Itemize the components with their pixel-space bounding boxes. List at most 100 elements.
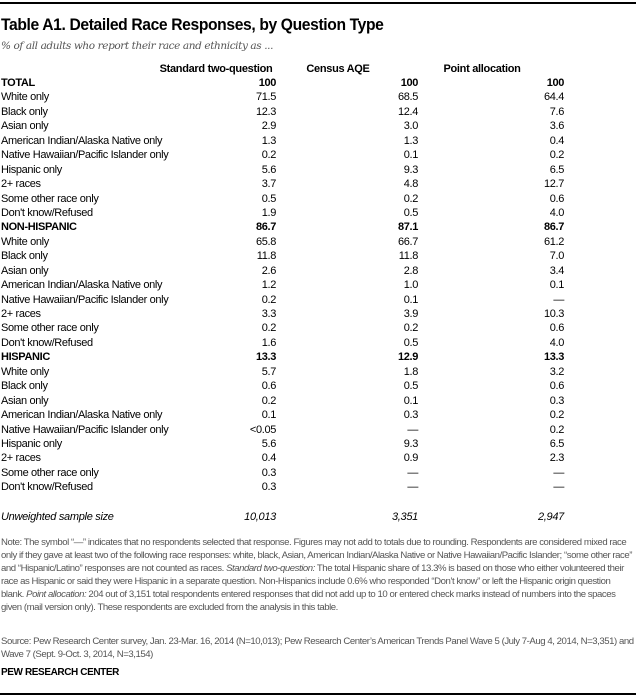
cell-value: 0.1	[261, 409, 277, 422]
cell-value: 4.0	[549, 206, 565, 219]
cell-value: 6.5	[549, 437, 565, 450]
cell-value: 11.8	[398, 250, 419, 263]
cell-value: 1.3	[261, 134, 277, 147]
table-row: Some other race only 0.2 0.2 0.6	[0, 321, 636, 335]
table-title: Table A1. Detailed Race Responses, by Qu…	[1, 15, 384, 34]
cell-value: 86.7	[543, 221, 564, 234]
cell-value: 3.6	[549, 120, 565, 133]
cell-value: 1.6	[261, 336, 277, 349]
table-row: Native Hawaiian/Pacific Islander only 0.2…	[0, 148, 636, 162]
cell-value: 3.9	[403, 308, 419, 320]
cell-value: 4.8	[403, 178, 419, 191]
cell-value: 86.7	[255, 221, 276, 234]
row-label: 2+ races	[1, 308, 41, 320]
cell-value: 2.3	[549, 452, 565, 465]
cell-value: 4.0	[549, 336, 565, 349]
cell-value: 3.7	[261, 178, 277, 191]
cell-value: 0.1	[403, 394, 419, 407]
table-row: Don't know/Refused 0.3 — —	[0, 480, 636, 494]
row-label: HISPANIC	[1, 351, 50, 364]
cell-value: 0.5	[403, 206, 419, 219]
cell-value: —	[407, 481, 418, 494]
cell-value: —	[553, 481, 564, 494]
row-label: Black only	[1, 380, 48, 393]
cell-value: 13.3	[255, 351, 276, 364]
cell-value: 0.6	[549, 380, 565, 393]
cell-value: <0.05	[249, 423, 276, 436]
cell-value: 0.2	[403, 322, 419, 335]
cell-value: 68.5	[397, 91, 418, 104]
organization-name: PEW RESEARCH CENTER	[1, 667, 119, 678]
table-row: Don't know/Refused 1.6 0.5 4.0	[0, 336, 636, 350]
table-row: Hispanic only 5.6 9.3 6.5	[0, 163, 636, 177]
table-row: White only 5.7 1.8 3.2	[0, 365, 636, 379]
cell-value: 10.3	[543, 308, 564, 320]
row-label: Don't know/Refused	[1, 481, 93, 494]
sample-size-value: 2,947	[537, 511, 564, 523]
cell-value: 100	[400, 77, 419, 89]
cell-value: 0.2	[549, 423, 565, 436]
table-row: Some other race only 0.3 — —	[0, 466, 636, 480]
cell-value: 3.3	[261, 308, 277, 320]
cell-value: 7.0	[549, 250, 565, 263]
cell-value: 0.1	[549, 279, 565, 292]
cell-value: —	[407, 423, 418, 436]
table-note: Note: The symbol “—” indicates that no r…	[1, 536, 635, 614]
table-row: Asian only 2.9 3.0 3.6	[0, 119, 636, 133]
row-label: American Indian/Alaska Native only	[1, 134, 163, 147]
row-label: Don't know/Refused	[1, 206, 93, 219]
cell-value: 7.6	[549, 105, 565, 118]
table-row: Black only 11.8 11.8 7.0	[0, 249, 636, 263]
cell-value: 2.6	[261, 264, 277, 277]
row-label: Asian only	[1, 264, 49, 277]
row-label: Native Hawaiian/Pacific Islander only	[1, 423, 169, 436]
cell-value: 12.9	[397, 351, 418, 364]
row-label: TOTAL	[1, 77, 35, 89]
cell-value: 100	[258, 77, 277, 89]
cell-value: 1.0	[403, 279, 419, 292]
column-header-census-aqe: Census AQE	[306, 63, 370, 75]
cell-value: 3.4	[549, 264, 565, 277]
cell-value: 0.3	[403, 409, 419, 422]
row-label: American Indian/Alaska Native only	[1, 409, 163, 422]
table-row: Native Hawaiian/Pacific Islander only 0.2…	[0, 293, 636, 307]
sample-size-value: 3,351	[391, 511, 418, 523]
row-label: White only	[1, 365, 49, 378]
table-section-row: HISPANIC 13.3 12.9 13.3	[0, 350, 636, 364]
cell-value: 2.8	[403, 264, 419, 277]
table-subtitle: % of all adults who report their race an…	[1, 40, 274, 52]
cell-value: 0.1	[403, 293, 419, 306]
cell-value: 0.6	[261, 380, 277, 393]
row-label: 2+ races	[1, 178, 41, 191]
cell-value: 5.7	[261, 365, 277, 378]
cell-value: 1.3	[403, 134, 419, 147]
cell-value: 0.2	[261, 322, 277, 335]
cell-value: 6.5	[549, 163, 565, 176]
note-text: The total Hispanic share of 13.3% is bas…	[1, 563, 624, 600]
row-label: Some other race only	[1, 192, 99, 205]
cell-value: 0.2	[549, 409, 565, 422]
row-label: Hispanic only	[1, 437, 62, 450]
note-italic: Standard two-question:	[226, 563, 315, 574]
note-text: 204 out of 3,151 total respondents enter…	[1, 589, 616, 613]
table-row: 2+ races 3.3 3.9 10.3	[0, 307, 636, 321]
cell-value: 11.8	[256, 250, 277, 263]
table-row: Don't know/Refused 1.9 0.5 4.0	[0, 206, 636, 220]
cell-value: 0.1	[403, 149, 419, 162]
cell-value: 1.8	[403, 365, 419, 378]
table-row: Hispanic only 5.6 9.3 6.5	[0, 437, 636, 451]
cell-value: 0.6	[549, 192, 565, 205]
table-row: Some other race only 0.5 0.2 0.6	[0, 192, 636, 206]
row-label: White only	[1, 235, 49, 248]
row-label: Black only	[1, 105, 48, 118]
cell-value: 9.3	[403, 437, 419, 450]
source-note: Source: Pew Research Center survey, Jan.…	[1, 636, 634, 660]
row-label: Don't know/Refused	[1, 336, 93, 349]
cell-value: 1.2	[261, 279, 277, 292]
table-row: White only 65.8 66.7 61.2	[0, 235, 636, 249]
row-label: White only	[1, 91, 49, 104]
table-row: 2+ races 0.4 0.9 2.3	[0, 451, 636, 465]
column-header-standard: Standard two-question	[159, 63, 273, 75]
cell-value: 0.3	[261, 481, 277, 494]
table-row: American Indian/Alaska Native only 1.2 1.0…	[0, 278, 636, 292]
